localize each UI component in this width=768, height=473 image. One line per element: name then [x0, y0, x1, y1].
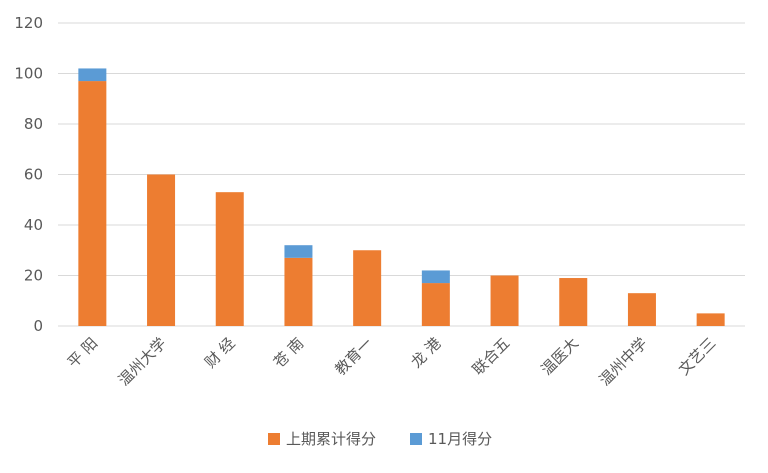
x-category-label: 文艺三 — [675, 334, 720, 379]
x-category-label: 温医大 — [538, 334, 583, 379]
y-tick-label: 60 — [24, 166, 43, 184]
x-axis-category-labels: 平 阳温州大学财 经苍 南教育一龙 港联合五 温医大 温州中学 文艺三 — [64, 334, 720, 389]
bar-segment-series-0 — [559, 278, 588, 326]
legend: 上期累计得分 11月得分 — [268, 430, 492, 448]
bar-segment-series-0 — [353, 250, 382, 326]
y-tick-label: 0 — [33, 317, 43, 335]
legend-label-series-0: 上期累计得分 — [286, 430, 376, 448]
bar-segment-series-0 — [215, 192, 244, 326]
bar-segment-series-0 — [627, 293, 656, 326]
bars — [78, 68, 725, 326]
x-category-label: 温州大学 — [115, 334, 170, 389]
bar-segment-series-1 — [284, 245, 313, 258]
bar-segment-series-1 — [421, 270, 450, 284]
bar-segment-series-1 — [78, 68, 107, 82]
x-category-label: 财 经 — [201, 334, 238, 371]
y-tick-label: 40 — [24, 216, 43, 234]
bar-segment-series-0 — [421, 283, 450, 326]
x-category-label: 平 阳 — [64, 334, 101, 371]
y-tick-label: 120 — [14, 14, 43, 32]
bar-segment-series-0 — [490, 275, 519, 326]
bar-segment-series-0 — [147, 174, 176, 326]
legend-label-series-1: 11月得分 — [428, 430, 492, 448]
y-tick-label: 20 — [24, 267, 43, 285]
x-category-label: 温州中学 — [596, 334, 651, 389]
x-category-label: 教育一 — [331, 334, 376, 379]
bar-segment-series-0 — [696, 313, 725, 326]
bar-segment-series-0 — [78, 81, 107, 326]
x-category-label: 龙 港 — [407, 334, 444, 371]
y-axis-tick-labels: 0 20 40 60 80 100 120 — [14, 14, 43, 335]
y-tick-label: 80 — [24, 115, 43, 133]
legend-swatch-series-0 — [268, 433, 280, 445]
x-category-label: 苍 南 — [270, 334, 307, 371]
y-tick-label: 100 — [14, 65, 43, 83]
bar-segment-series-0 — [284, 257, 313, 326]
x-category-label: 联合五 — [469, 334, 514, 379]
legend-swatch-series-1 — [410, 433, 422, 445]
